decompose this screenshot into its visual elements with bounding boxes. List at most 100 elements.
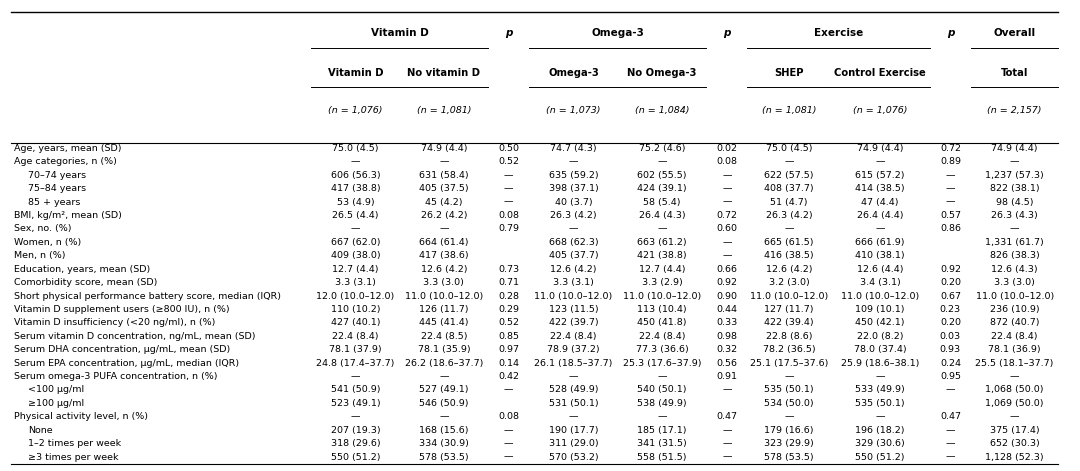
Text: 652 (30.3): 652 (30.3) [989,439,1040,448]
Text: 450 (42.1): 450 (42.1) [855,318,905,327]
Text: 635 (59.2): 635 (59.2) [549,171,598,180]
Text: 0.50: 0.50 [498,144,519,153]
Text: —: — [723,439,731,448]
Text: 664 (61.4): 664 (61.4) [419,238,469,247]
Text: 334 (30.9): 334 (30.9) [419,439,469,448]
Text: 113 (10.4): 113 (10.4) [637,305,687,314]
Text: 110 (10.2): 110 (10.2) [330,305,380,314]
Text: 0.23: 0.23 [940,305,961,314]
Text: 11.0 (10.0–12.0): 11.0 (10.0–12.0) [535,292,612,300]
Text: 0.90: 0.90 [716,292,738,300]
Text: 0.20: 0.20 [940,278,961,287]
Text: 0.73: 0.73 [498,265,519,274]
Text: 22.4 (8.4): 22.4 (8.4) [332,332,379,341]
Text: Age categories, n (%): Age categories, n (%) [14,157,117,166]
Text: 408 (37.7): 408 (37.7) [765,184,813,193]
Text: 375 (17.4): 375 (17.4) [990,426,1039,435]
Text: No Omega-3: No Omega-3 [627,68,697,78]
Text: 74.9 (4.4): 74.9 (4.4) [856,144,904,153]
Text: 126 (11.7): 126 (11.7) [419,305,469,314]
Text: —: — [723,184,731,193]
Text: 450 (41.8): 450 (41.8) [637,318,687,327]
Text: Overall: Overall [994,28,1036,38]
Text: 25.1 (17.5–37.6): 25.1 (17.5–37.6) [750,358,828,368]
Text: 822 (38.1): 822 (38.1) [990,184,1039,193]
Text: Age, years, mean (SD): Age, years, mean (SD) [14,144,122,153]
Text: 578 (53.5): 578 (53.5) [419,453,469,462]
Text: 416 (38.5): 416 (38.5) [765,251,813,260]
Text: 123 (11.5): 123 (11.5) [549,305,598,314]
Text: 75.2 (4.6): 75.2 (4.6) [638,144,686,153]
Text: Omega-3: Omega-3 [592,28,644,38]
Text: 0.72: 0.72 [716,211,738,220]
Text: —: — [784,412,794,422]
Text: 22.4 (8.4): 22.4 (8.4) [550,332,597,341]
Text: 550 (51.2): 550 (51.2) [855,453,905,462]
Text: Short physical performance battery score, median (IQR): Short physical performance battery score… [14,292,281,300]
Text: (n = 1,081): (n = 1,081) [761,106,816,115]
Text: 26.3 (4.2): 26.3 (4.2) [766,211,812,220]
Text: (n = 1,076): (n = 1,076) [853,106,907,115]
Text: None: None [28,426,53,435]
Text: 24.8 (17.4–37.7): 24.8 (17.4–37.7) [316,358,394,368]
Text: —: — [440,157,448,166]
Text: —: — [946,171,955,180]
Text: —: — [1010,372,1020,381]
Text: 127 (11.7): 127 (11.7) [765,305,813,314]
Text: 409 (38.0): 409 (38.0) [330,251,380,260]
Text: 0.20: 0.20 [940,318,961,327]
Text: 12.6 (4.4): 12.6 (4.4) [856,265,904,274]
Text: 398 (37.1): 398 (37.1) [549,184,598,193]
Text: —: — [876,157,885,166]
Text: 422 (39.4): 422 (39.4) [765,318,813,327]
Text: Physical activity level, n (%): Physical activity level, n (%) [14,412,148,422]
Text: 558 (51.5): 558 (51.5) [637,453,687,462]
Text: 85 + years: 85 + years [28,197,80,207]
Text: 12.6 (4.2): 12.6 (4.2) [420,265,468,274]
Text: 1,237 (57.3): 1,237 (57.3) [985,171,1044,180]
Text: Vitamin D insufficiency (<20 ng/ml), n (%): Vitamin D insufficiency (<20 ng/ml), n (… [14,318,215,327]
Text: 3.2 (3.0): 3.2 (3.0) [769,278,809,287]
Text: —: — [351,157,360,166]
Text: p: p [505,28,512,38]
Text: 25.5 (18.1–37.7): 25.5 (18.1–37.7) [975,358,1054,368]
Text: 12.6 (4.3): 12.6 (4.3) [991,265,1038,274]
Text: 0.32: 0.32 [716,345,738,354]
Text: 26.5 (4.4): 26.5 (4.4) [332,211,379,220]
Text: 75–84 years: 75–84 years [28,184,86,193]
Text: 1,068 (50.0): 1,068 (50.0) [985,385,1044,395]
Text: 25.9 (18.6–38.1): 25.9 (18.6–38.1) [841,358,919,368]
Text: 26.2 (18.6–37.7): 26.2 (18.6–37.7) [405,358,483,368]
Text: p: p [947,28,954,38]
Text: 11.0 (10.0–12.0): 11.0 (10.0–12.0) [841,292,919,300]
Text: 12.0 (10.0–12.0): 12.0 (10.0–12.0) [316,292,394,300]
Text: —: — [946,184,955,193]
Text: 78.0 (37.4): 78.0 (37.4) [854,345,906,354]
Text: —: — [723,385,731,395]
Text: 323 (29.9): 323 (29.9) [764,439,814,448]
Text: 341 (31.5): 341 (31.5) [637,439,687,448]
Text: 74.7 (4.3): 74.7 (4.3) [550,144,597,153]
Text: 0.28: 0.28 [498,292,519,300]
Text: 329 (30.6): 329 (30.6) [855,439,905,448]
Text: 70–74 years: 70–74 years [28,171,86,180]
Text: 0.24: 0.24 [940,358,961,368]
Text: 78.1 (35.9): 78.1 (35.9) [418,345,470,354]
Text: 0.42: 0.42 [498,372,519,381]
Text: —: — [876,224,885,234]
Text: 405 (37.7): 405 (37.7) [549,251,598,260]
Text: (n = 1,081): (n = 1,081) [417,106,471,115]
Text: 0.02: 0.02 [716,144,738,153]
Text: 3.3 (3.0): 3.3 (3.0) [423,278,464,287]
Text: —: — [569,412,578,422]
Text: Total: Total [1001,68,1028,78]
Text: 535 (50.1): 535 (50.1) [855,399,905,408]
Text: 445 (41.4): 445 (41.4) [419,318,469,327]
Text: 0.91: 0.91 [716,372,738,381]
Text: 622 (57.5): 622 (57.5) [765,171,813,180]
Text: —: — [946,439,955,448]
Text: 12.7 (4.4): 12.7 (4.4) [332,265,379,274]
Text: 0.89: 0.89 [940,157,961,166]
Text: 570 (53.2): 570 (53.2) [549,453,598,462]
Text: 667 (62.0): 667 (62.0) [330,238,380,247]
